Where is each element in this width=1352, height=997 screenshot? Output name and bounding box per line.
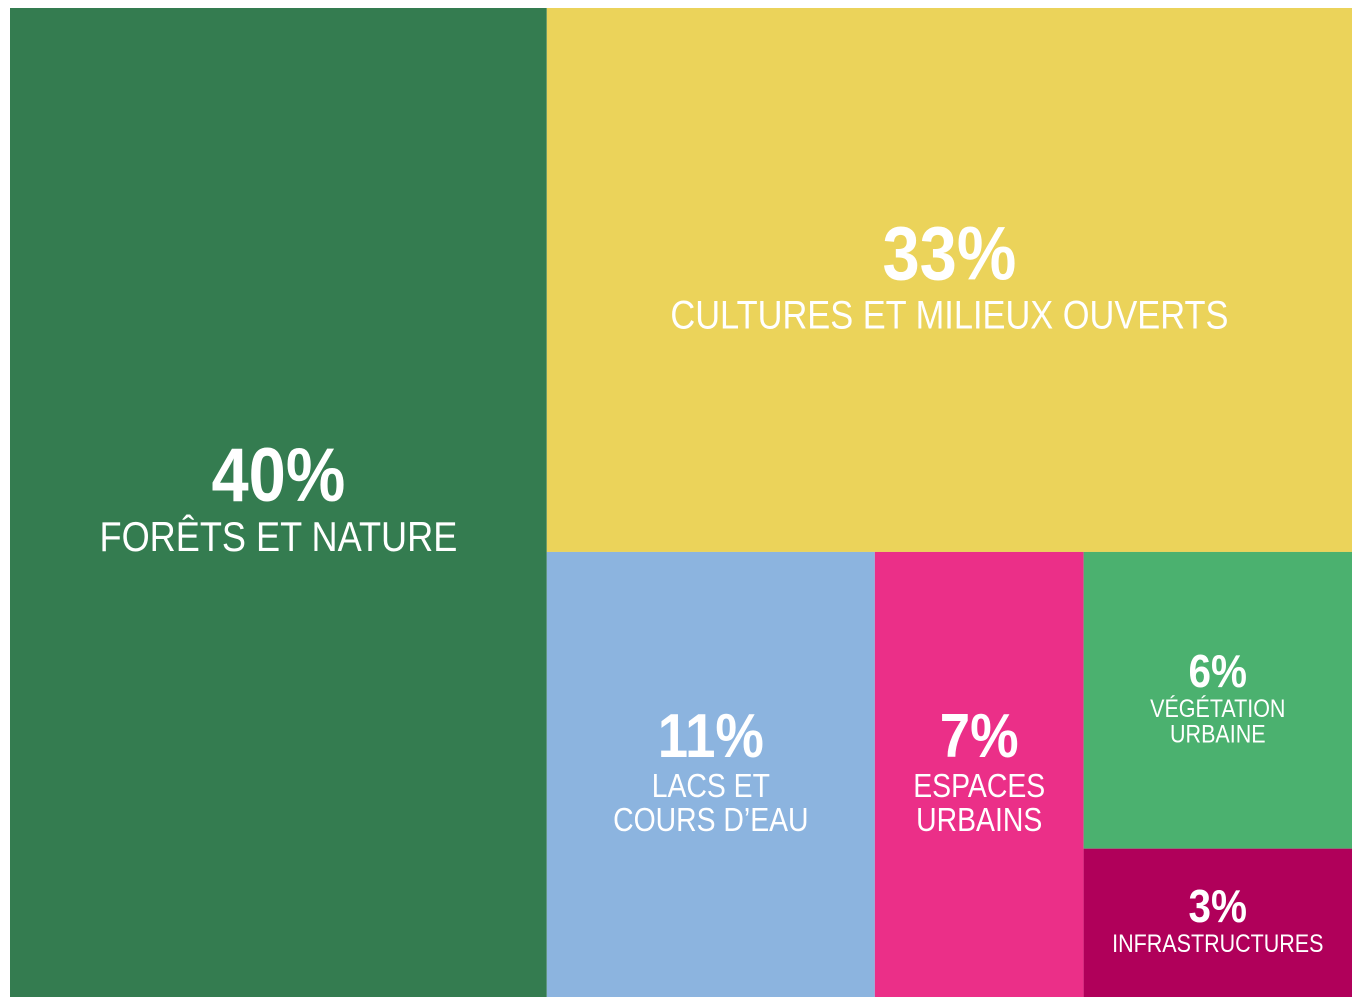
category-label: LACS ET COURS D’EAU bbox=[613, 767, 808, 838]
category-label: ESPACES URBAINS bbox=[913, 767, 1045, 838]
tile bbox=[1083, 551, 1352, 849]
value-label: 33% bbox=[882, 212, 1016, 297]
value-label: 6% bbox=[1189, 647, 1247, 698]
value-label: 11% bbox=[658, 702, 764, 771]
tile bbox=[10, 8, 547, 997]
tile bbox=[1083, 848, 1352, 997]
category-label: VÉGÉTATION URBAINE bbox=[1150, 695, 1285, 748]
tile bbox=[546, 551, 875, 997]
tile bbox=[546, 8, 1352, 552]
tile bbox=[874, 551, 1084, 997]
value-label: 40% bbox=[211, 433, 345, 518]
value-label: 7% bbox=[940, 702, 1019, 771]
category-label: CULTURES ET MILIEUX OUVERTS bbox=[670, 292, 1228, 337]
category-label: INFRASTRUCTURES bbox=[1112, 930, 1323, 958]
value-label: 3% bbox=[1189, 882, 1247, 933]
category-label: FORÊTS ET NATURE bbox=[100, 515, 458, 561]
